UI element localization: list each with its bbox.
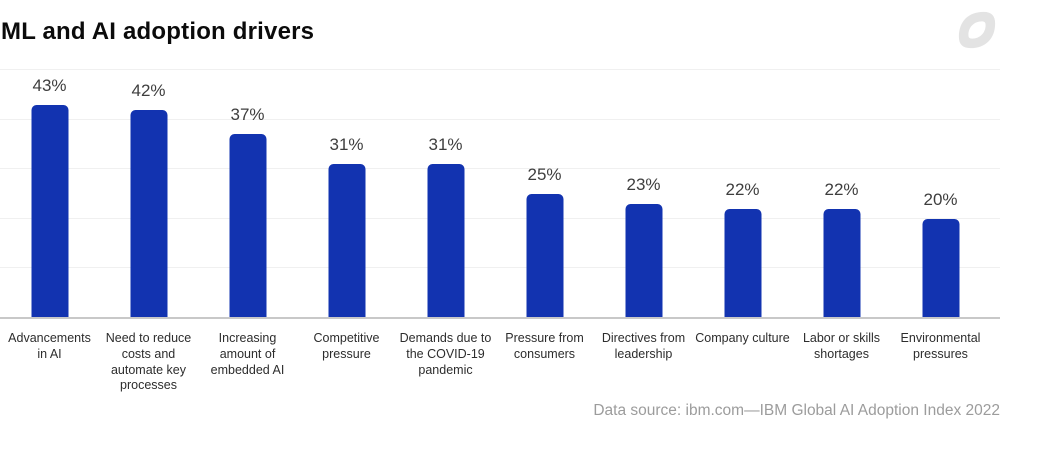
gridline-10 — [0, 267, 1000, 269]
category-label: Labor or skills shortages — [802, 331, 881, 361]
gridline-50 — [0, 69, 1000, 70]
gridline-30 — [0, 168, 1000, 170]
bar-column: 42% — [99, 70, 198, 318]
bar-column: 37% — [198, 70, 297, 318]
category-label: Increasing amount of embedded AI — [210, 331, 285, 377]
category-label: Advancements in AI — [8, 331, 91, 361]
category-label: Environmental pressures — [900, 331, 981, 361]
category-label: Competitive pressure — [313, 331, 380, 361]
bar-value-label: 22% — [725, 179, 760, 199]
category-label: Need to reduce costs and automate key pr… — [105, 331, 192, 393]
bar-value-label: 22% — [824, 179, 859, 199]
bar-column: 43% — [0, 70, 99, 318]
bar-column: 22% — [792, 70, 891, 318]
bar-column: 31% — [396, 70, 495, 318]
gridline-20 — [0, 217, 1000, 219]
bar — [427, 164, 464, 318]
leaf-logo-icon — [958, 11, 996, 49]
chart-title: ML and AI adoption drivers — [1, 18, 315, 45]
bar-column: 31% — [297, 70, 396, 318]
bar-column: 22% — [693, 70, 792, 318]
bar-value-label: 42% — [131, 80, 166, 100]
bar — [823, 208, 860, 318]
bar — [31, 104, 68, 318]
bar-column: 20% — [891, 70, 990, 318]
x-labels: Advancements in AI Need to reduce costs a… — [0, 331, 990, 394]
category-label: Directives from leadership — [601, 331, 686, 361]
bar-value-label: 37% — [230, 105, 265, 125]
bar — [625, 203, 662, 318]
bar — [922, 218, 959, 318]
bar-value-label: 23% — [626, 174, 661, 194]
bar — [724, 208, 761, 318]
bar-value-label: 31% — [329, 135, 364, 155]
x-axis-baseline — [0, 317, 1000, 319]
bar — [526, 194, 563, 318]
bar-column: 25% — [495, 70, 594, 318]
bar-value-label: 25% — [527, 165, 562, 184]
bar-value-label: 43% — [32, 75, 67, 95]
category-label: Company culture — [695, 331, 790, 345]
bar — [130, 109, 167, 318]
bar-columns: 43% 42% 37% 31% 31% 25% 23% 22% 22% 20% — [0, 70, 990, 318]
bar-value-label: 31% — [428, 135, 463, 155]
bar — [328, 164, 365, 318]
gridline-40 — [0, 118, 1000, 120]
category-label: Demands due to the COVID-19 pandemic — [399, 331, 492, 377]
category-label: Pressure from consumers — [505, 331, 584, 361]
data-source-note: Data source: ibm.com—IBM Global AI Adopt… — [593, 402, 1000, 419]
plot-area: 43% 42% 37% 31% 31% 25% 23% 22% 22% 20% — [0, 69, 1000, 319]
bar-value-label: 20% — [923, 189, 958, 209]
bar-column: 23% — [594, 70, 693, 318]
bar — [229, 134, 266, 318]
